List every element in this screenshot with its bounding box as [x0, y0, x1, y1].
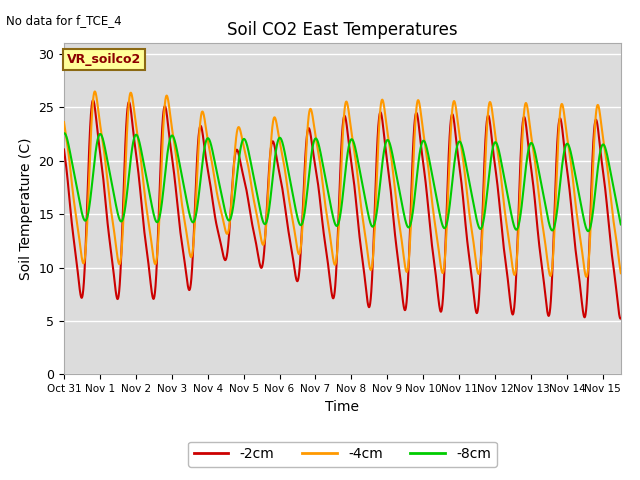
Title: Soil CO2 East Temperatures: Soil CO2 East Temperatures [227, 21, 458, 39]
Legend: -2cm, -4cm, -8cm: -2cm, -4cm, -8cm [188, 442, 497, 467]
Text: No data for f_TCE_4: No data for f_TCE_4 [6, 14, 122, 27]
Text: VR_soilco2: VR_soilco2 [67, 53, 141, 66]
X-axis label: Time: Time [325, 400, 360, 414]
Y-axis label: Soil Temperature (C): Soil Temperature (C) [19, 138, 33, 280]
